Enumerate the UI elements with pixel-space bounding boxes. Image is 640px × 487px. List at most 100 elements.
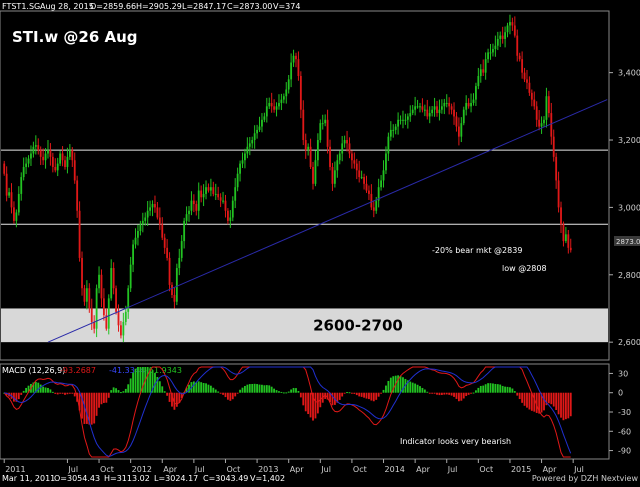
candle-body [499, 35, 502, 39]
macd-histogram-bar [161, 386, 164, 393]
macd-histogram-bar [192, 381, 195, 393]
candle-body [547, 96, 550, 114]
macd-histogram-bar [112, 387, 115, 393]
candle-body [244, 153, 246, 161]
macd-histogram-bar [472, 392, 475, 394]
macd-histogram-bar [261, 384, 263, 393]
footer-close: C=3043.49 [203, 474, 248, 483]
candle-body [137, 230, 139, 238]
macd-histogram-bar [569, 392, 572, 417]
macd-histogram-bar [460, 392, 463, 401]
candle-body [151, 204, 154, 208]
candle-body [552, 136, 555, 157]
candle-body [42, 156, 45, 161]
macd-histogram-bar [129, 378, 132, 393]
macd-histogram-bar [110, 390, 113, 393]
candle-body [363, 177, 365, 184]
macd-histogram-bar [39, 384, 42, 393]
candle-body [365, 183, 368, 191]
candle-body [287, 79, 290, 90]
macd-histogram-bar [47, 387, 49, 393]
x-tick-label: Jul [573, 465, 584, 474]
macd-histogram-bar [489, 383, 492, 393]
price-tick-label: 3,000 [618, 203, 640, 212]
macd-histogram-bar [154, 372, 156, 393]
candle-body [377, 187, 380, 201]
macd-histogram-bar [280, 391, 283, 393]
candle-body [557, 180, 560, 208]
indicator-note: Indicator looks very bearish [400, 437, 511, 446]
candle-body [132, 244, 134, 265]
candle-body [93, 321, 96, 329]
macd-histogram-bar [511, 388, 514, 393]
bear-market-note: -20% bear mkt @2839 [432, 246, 522, 255]
candle-body [68, 150, 71, 157]
macd-histogram-bar [22, 390, 25, 393]
macd-histogram-bar [5, 392, 8, 396]
candle-body [504, 32, 507, 39]
macd-histogram-bar [346, 392, 348, 394]
macd-tick-label: 0 [618, 389, 623, 398]
macd-histogram-bar [122, 391, 125, 393]
candle-body [17, 193, 20, 213]
macd-histogram-bar [49, 389, 52, 393]
macd-histogram-bar [214, 389, 217, 393]
macd-histogram-bar [462, 392, 465, 399]
candle-body [564, 234, 567, 242]
candle-body [253, 133, 256, 141]
macd-histogram-bar [195, 382, 198, 393]
macd-histogram-bar [465, 392, 468, 397]
x-tick-label: Oct [353, 465, 367, 474]
price-tag: 2873.0 [616, 238, 640, 246]
macd-histogram-bar [275, 390, 278, 393]
candle-body [375, 200, 378, 211]
candle-body [180, 241, 183, 258]
candle-body [421, 106, 424, 110]
macd-histogram-bar [419, 386, 421, 393]
macd-histogram-bar [71, 392, 74, 394]
macd-histogram-bar [487, 383, 489, 393]
macd-histogram-bar [555, 392, 558, 410]
macd-histogram-bar [100, 392, 103, 405]
candle-body [154, 204, 156, 208]
macd-histogram-bar [499, 384, 502, 393]
macd-histogram-bar [416, 384, 419, 393]
macd-histogram-bar [377, 392, 380, 397]
candle-body [326, 119, 329, 147]
candle-body [273, 106, 276, 110]
macd-histogram-bar [124, 388, 127, 393]
candle-body [246, 146, 249, 154]
candle-body [555, 156, 558, 181]
macd-histogram-bar [66, 392, 69, 395]
macd-histogram-bar [231, 392, 234, 400]
macd-histogram-bar [414, 383, 417, 393]
macd-histogram-bar [509, 387, 511, 393]
header-low: L=2847.17 [182, 2, 226, 11]
candle-body [496, 38, 499, 46]
macd-histogram-bar [282, 392, 285, 394]
macd-histogram-bar [479, 385, 482, 393]
macd-histogram-bar [81, 392, 83, 419]
macd-histogram-bar [241, 387, 244, 393]
candle-body [414, 106, 417, 110]
macd-histogram-bar [219, 392, 222, 394]
macd-histogram-bar [372, 392, 375, 402]
macd-histogram-bar [27, 385, 30, 393]
macd-histogram-bar [475, 390, 477, 393]
candle-body [239, 163, 241, 174]
macd-histogram-bar [222, 392, 224, 395]
macd-histogram-bar [188, 384, 190, 393]
candle-body [171, 284, 173, 295]
chart-title: STI.w @26 Aug [12, 28, 138, 46]
candle-body [71, 150, 74, 161]
candle-body [402, 119, 404, 121]
x-tick-label: 2015 [511, 465, 531, 474]
macd-histogram-bar [292, 387, 295, 393]
macd-histogram-bar [168, 392, 171, 402]
candle-body [484, 59, 487, 73]
candle-body [368, 190, 370, 194]
macd-histogram-bar [477, 387, 480, 393]
macd-histogram-bar [37, 382, 40, 393]
candle-body [358, 170, 361, 178]
